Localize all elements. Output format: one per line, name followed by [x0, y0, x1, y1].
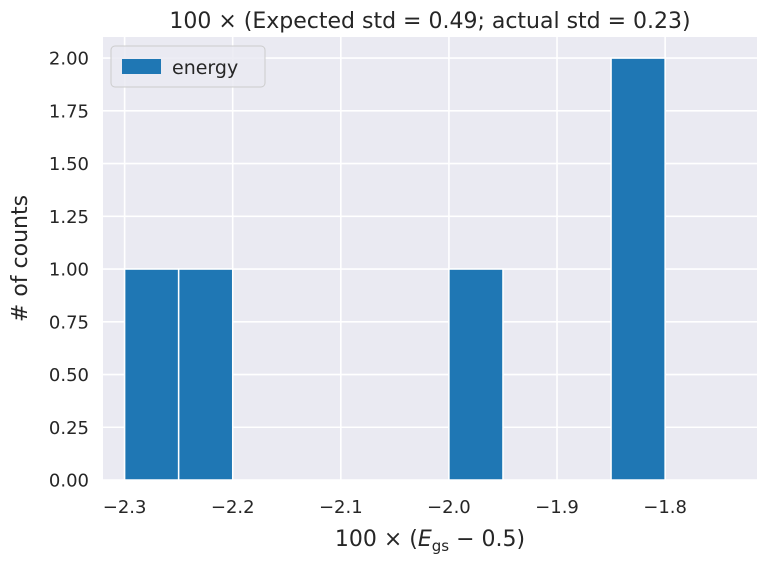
y-tick-label: 1.00 — [49, 260, 89, 281]
histogram-bar — [448, 268, 504, 481]
x-tick-label: −2.3 — [103, 497, 147, 518]
y-tick-label: 0.50 — [49, 365, 89, 386]
y-tick-label: 1.75 — [49, 101, 89, 122]
x-axis-label: 100 × (Egs − 0.5) — [335, 527, 525, 555]
legend-box — [110, 45, 266, 88]
x-tick-label: −1.8 — [643, 497, 687, 518]
x-tick-label: −2.0 — [427, 497, 471, 518]
y-tick-label: 0.75 — [49, 312, 89, 333]
x-axis-label-subscript: gs — [432, 537, 450, 555]
y-tick-label: 0.00 — [49, 471, 89, 492]
y-tick-label: 2.00 — [49, 49, 89, 70]
x-axis-label-symbol: E — [418, 527, 432, 552]
x-tick-label: −2.2 — [211, 497, 255, 518]
legend: energy — [110, 45, 266, 88]
x-tick-label: −1.9 — [535, 497, 579, 518]
histogram-bars — [123, 57, 666, 481]
chart-title: 100 × (Expected std = 0.49; actual std =… — [169, 9, 690, 34]
x-tick-labels: −2.3 −2.2 −2.1 −2.0 −1.9 −1.8 — [103, 497, 687, 518]
x-axis-label-suffix: − 0.5) — [449, 527, 525, 552]
y-tick-label: 1.50 — [49, 154, 89, 175]
histogram-bar — [177, 268, 234, 481]
y-tick-labels: 0.00 0.25 0.50 0.75 1.00 1.25 1.50 1.75 2.00 — [49, 49, 89, 492]
histogram-bar — [610, 57, 666, 481]
y-tick-label: 1.25 — [49, 207, 89, 228]
y-axis-label: # of counts — [8, 195, 33, 322]
legend-swatch-energy — [122, 59, 161, 74]
x-tick-label: −2.1 — [319, 497, 363, 518]
x-axis-label-prefix: 100 × ( — [335, 527, 418, 552]
legend-label-energy: energy — [172, 57, 238, 79]
histogram-bar — [123, 268, 180, 481]
y-tick-label: 0.25 — [49, 418, 89, 439]
